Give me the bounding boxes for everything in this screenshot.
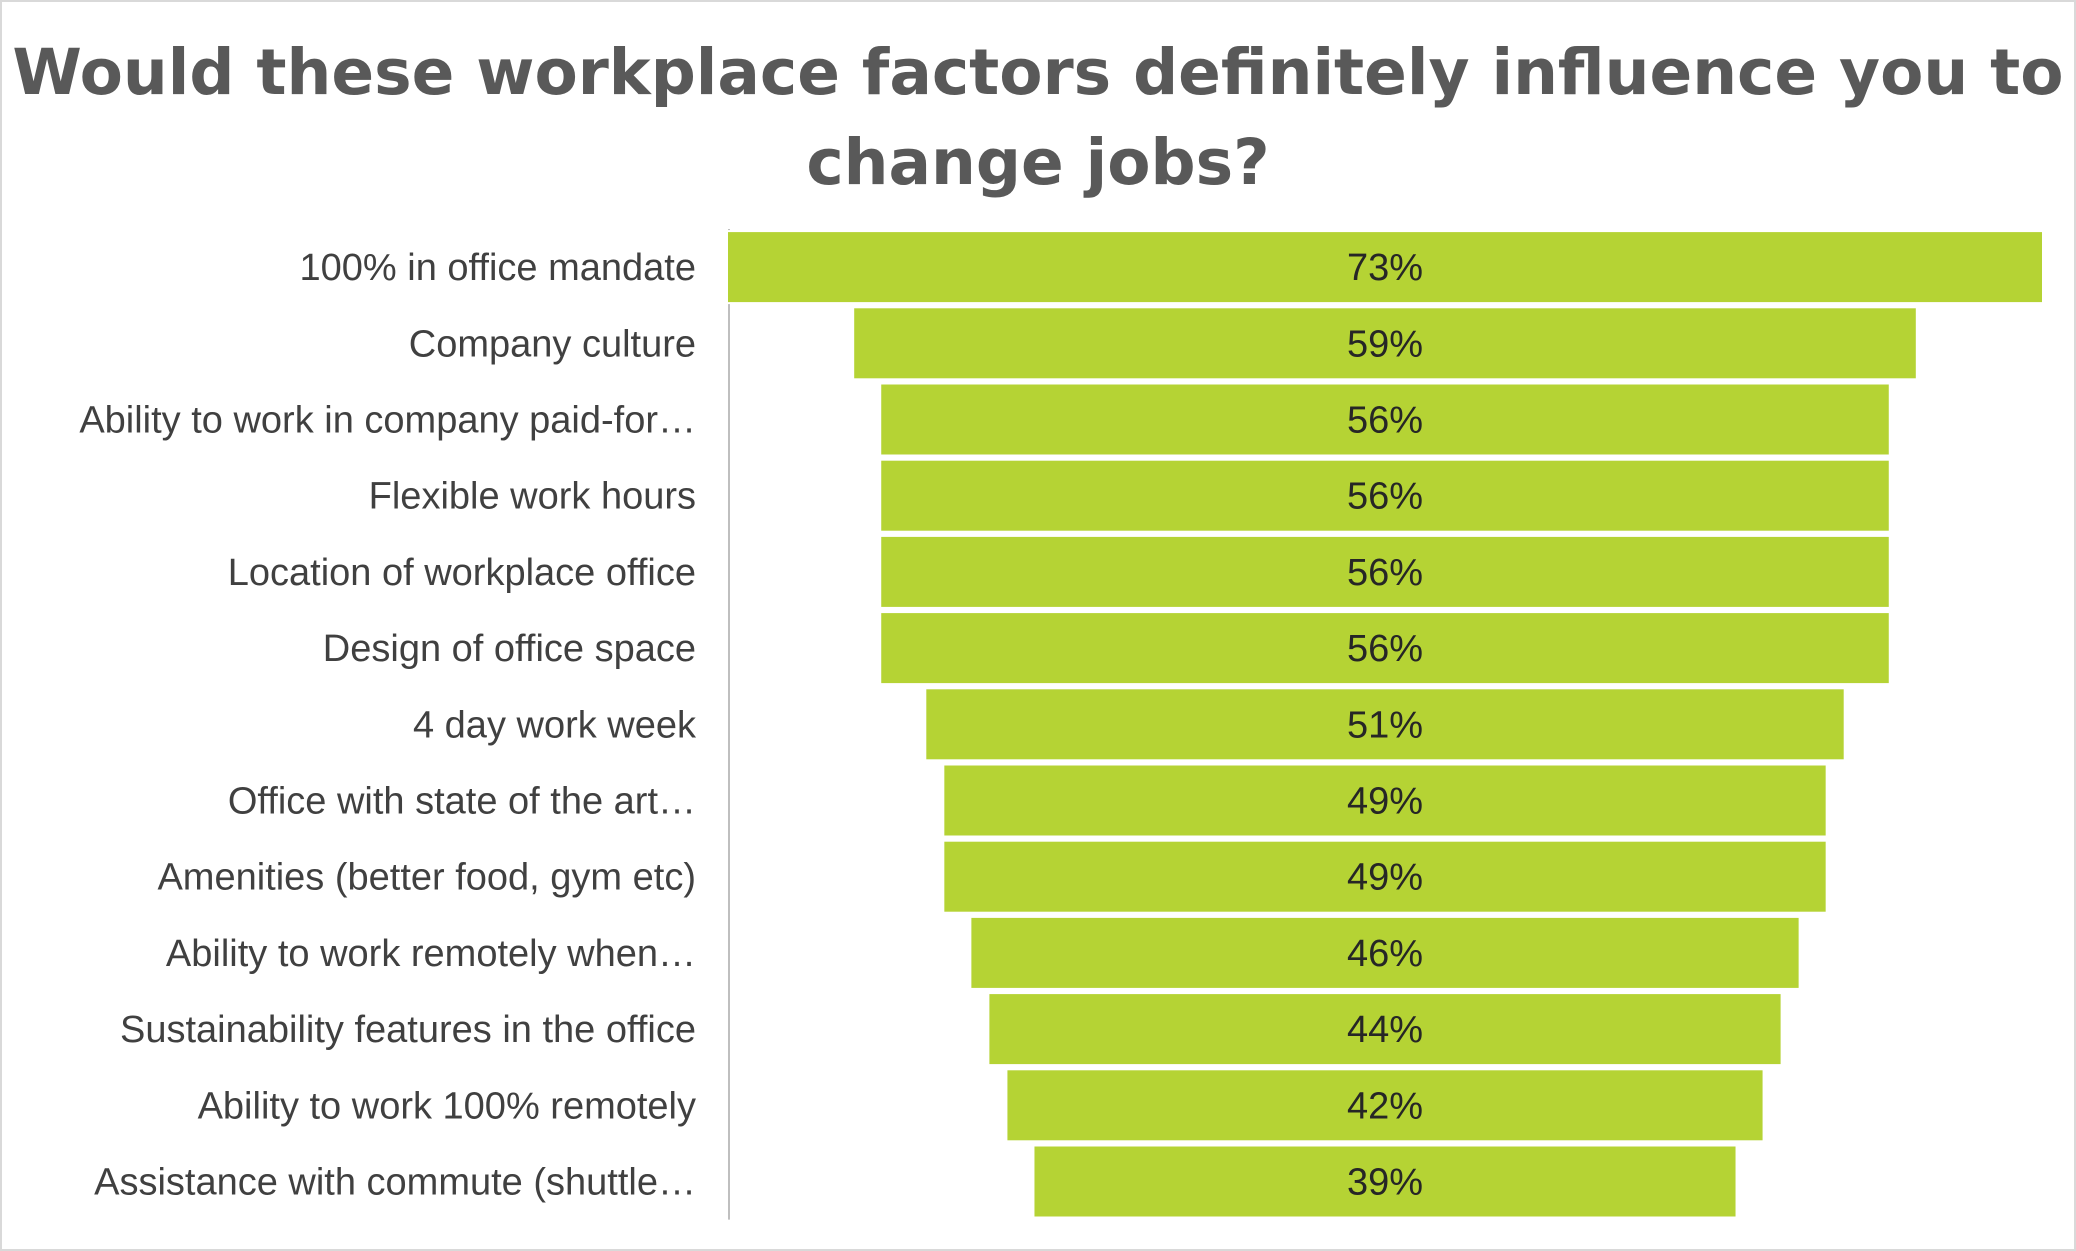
value-label-8: 49% xyxy=(1347,857,1423,899)
value-label-9: 46% xyxy=(1347,933,1423,975)
category-label-11: Ability to work 100% remotely xyxy=(198,1085,696,1127)
bar-7 xyxy=(942,763,1828,838)
value-label-5: 56% xyxy=(1347,628,1423,670)
category-label-3: Flexible work hours xyxy=(369,476,696,518)
category-label-6: 4 day work week xyxy=(413,704,697,746)
value-label-7: 49% xyxy=(1347,781,1423,823)
category-label-9: Ability to work remotely when… xyxy=(166,933,696,975)
bar-12 xyxy=(1032,1144,1738,1219)
category-label-10: Sustainability features in the office xyxy=(120,1009,696,1051)
value-label-2: 56% xyxy=(1347,400,1423,442)
category-label-4: Location of workplace office xyxy=(228,552,696,594)
value-label-1: 59% xyxy=(1347,323,1423,365)
category-label-5: Design of office space xyxy=(323,628,696,670)
category-label-7: Office with state of the art… xyxy=(228,781,696,823)
bar-9 xyxy=(969,915,1801,990)
value-label-10: 44% xyxy=(1347,1009,1423,1051)
bar-5 xyxy=(879,611,1891,686)
category-label-0: 100% in office mandate xyxy=(300,247,696,289)
value-label-4: 56% xyxy=(1347,552,1423,594)
value-label-6: 51% xyxy=(1347,704,1423,746)
category-label-1: Company culture xyxy=(409,323,696,365)
bar-2 xyxy=(879,382,1891,457)
category-label-2: Ability to work in company paid-for… xyxy=(79,400,696,442)
value-label-11: 42% xyxy=(1347,1085,1423,1127)
bar-11 xyxy=(1005,1068,1765,1143)
bar-1 xyxy=(852,306,1918,381)
value-label-0: 73% xyxy=(1347,247,1423,289)
bar-6 xyxy=(924,687,1846,762)
category-label-12: Assistance with commute (shuttle… xyxy=(94,1162,696,1204)
bar-4 xyxy=(879,534,1891,609)
chart-title: Would these workplace factors definitely… xyxy=(12,36,2064,199)
value-label-12: 39% xyxy=(1347,1162,1423,1204)
category-label-8: Amenities (better food, gym etc) xyxy=(157,857,696,899)
bar-8 xyxy=(942,839,1828,914)
bar-3 xyxy=(879,458,1891,533)
bar-0 xyxy=(726,230,2044,305)
value-label-3: 56% xyxy=(1347,476,1423,518)
bar-10 xyxy=(987,992,1783,1067)
